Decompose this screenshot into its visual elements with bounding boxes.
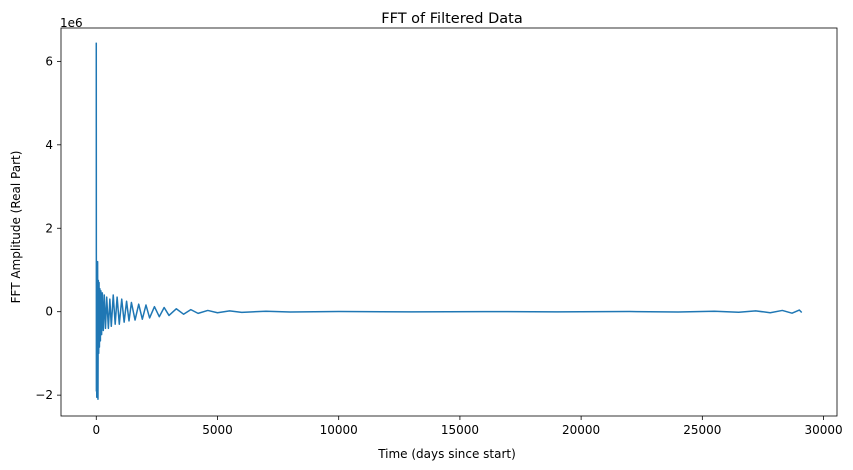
y-tick-label: 4 <box>45 138 53 152</box>
chart-title: FFT of Filtered Data <box>381 11 522 27</box>
y-offset-label: 1e6 <box>60 16 83 30</box>
y-tick-label: 2 <box>45 221 53 235</box>
axes-frame <box>60 27 838 417</box>
y-tick-label: 6 <box>45 54 53 68</box>
x-tick-label: 25000 <box>683 423 721 437</box>
x-tick-label: 20000 <box>562 423 600 437</box>
x-tick-label: 0 <box>92 423 100 437</box>
y-tick-label: 0 <box>45 305 53 319</box>
x-axis-title: Time (days since start) <box>377 447 516 461</box>
series-line-0 <box>95 42 803 401</box>
y-axis-title: FFT Amplitude (Real Part) <box>9 151 23 304</box>
x-tick-label: 5000 <box>202 423 233 437</box>
x-tick-label: 10000 <box>320 423 358 437</box>
plot-area: 0 5000 10000 15000 20000 25000 30000 −2 0 2 4 6 <box>35 27 843 437</box>
x-tick-label: 30000 <box>804 423 842 437</box>
y-tick-label: −2 <box>35 388 53 402</box>
x-tick-label: 15000 <box>441 423 479 437</box>
